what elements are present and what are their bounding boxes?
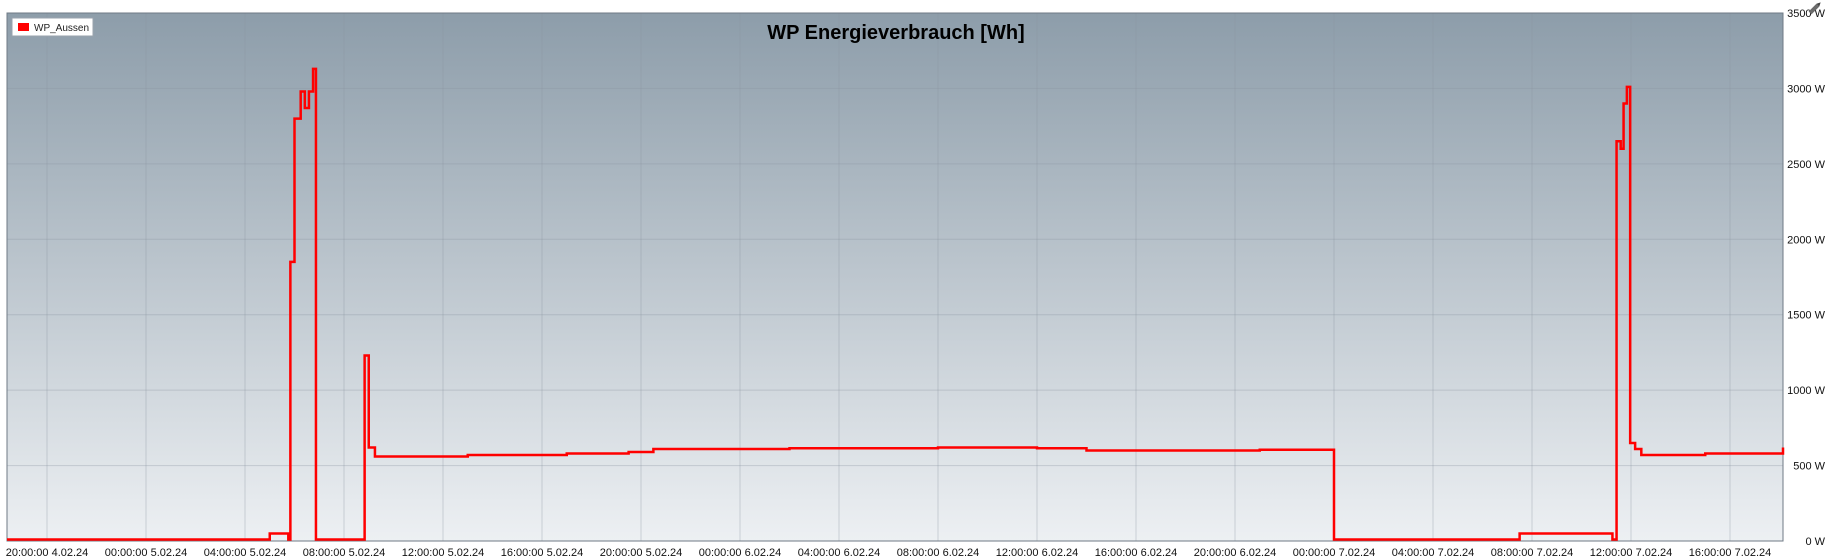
y-axis-labels: 0 W 500 W 1000 W 1500 W 2000 W 2500 W 3000 W 35…: [1787, 8, 1826, 548]
x-axis-labels: 20:00:00 4.02.24 00:00:00 5.02.24 04:00:00…: [6, 547, 1772, 559]
y-tick-label: 1000 W: [1787, 385, 1826, 397]
x-tick-label: 08:00:00 5.02.24: [303, 547, 386, 559]
x-tick-label: 00:00:00 6.02.24: [699, 547, 782, 559]
x-tick-label: 04:00:00 5.02.24: [204, 547, 287, 559]
x-tick-label: 16:00:00 7.02.24: [1689, 547, 1772, 559]
legend-label-wp-aussen: WP_Aussen: [34, 23, 89, 34]
legend-swatch: [18, 23, 29, 31]
series-line-wp-aussen: [7, 67, 1785, 541]
x-tick-label: 12:00:00 7.02.24: [1590, 547, 1673, 559]
y-tick-label: 500 W: [1793, 461, 1825, 473]
x-tick-label: 12:00:00 6.02.24: [996, 547, 1079, 559]
y-tick-label: 2500 W: [1787, 159, 1826, 171]
x-tick-label: 20:00:00 6.02.24: [1194, 547, 1277, 559]
x-tick-label: 00:00:00 7.02.24: [1293, 547, 1376, 559]
x-tick-label: 04:00:00 7.02.24: [1392, 547, 1475, 559]
plot-border: [6, 12, 1784, 542]
legend[interactable]: WP_Aussen: [11, 17, 94, 37]
x-tick-label: 04:00:00 6.02.24: [798, 547, 881, 559]
x-tick-label: 08:00:00 6.02.24: [897, 547, 980, 559]
series-layer: [7, 67, 1785, 541]
plot-area: [7, 13, 1783, 541]
x-tick-label: 16:00:00 5.02.24: [501, 547, 584, 559]
y-tick-label: 3000 W: [1787, 83, 1826, 95]
y-tick-label: 3500 W: [1787, 8, 1826, 20]
x-tick-label: 20:00:00 4.02.24: [6, 547, 89, 559]
x-tick-label: 16:00:00 6.02.24: [1095, 547, 1178, 559]
legend-box: [11, 17, 94, 37]
chart-title: WP Energieverbrauch [Wh]: [767, 22, 1024, 44]
x-tick-label: 20:00:00 5.02.24: [600, 547, 683, 559]
x-tick-label: 00:00:00 5.02.24: [105, 547, 188, 559]
y-tick-label: 2000 W: [1787, 234, 1826, 246]
y-tick-label: 0 W: [1805, 536, 1825, 548]
y-tick-label: 1500 W: [1787, 310, 1826, 322]
x-tick-label: 12:00:00 5.02.24: [402, 547, 485, 559]
x-tick-label: 08:00:00 7.02.24: [1491, 547, 1574, 559]
